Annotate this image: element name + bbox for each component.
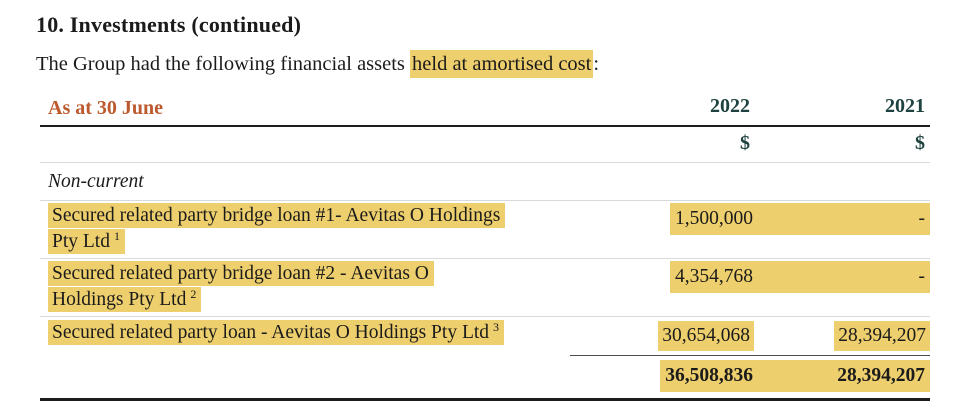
section-label: Non-current [48, 171, 144, 192]
row3-label: Secured related party loan - Aevitas O H… [40, 320, 640, 346]
currency-row: $ $ [40, 127, 930, 163]
total-row: 36,508,836 28,394,207 [40, 355, 930, 401]
section-heading: 10. Investments (continued) [36, 12, 302, 37]
header-year-columns: 2022 2021 [640, 95, 930, 118]
header-values: 2022 2021 [640, 95, 930, 118]
row2-label-line1: Secured related party bridge loan #2 - A… [48, 261, 434, 286]
header-label-as-at: As at 30 June [48, 97, 164, 119]
row3-value-2022: 30,654,068 [658, 321, 754, 351]
total-value-2022: 36,508,836 [665, 365, 753, 386]
row1-label-line2: Pty Ltd 1 [48, 229, 125, 254]
row2-label: Secured related party bridge loan #2 - A… [40, 261, 640, 313]
intro-text-after: : [593, 53, 600, 75]
currency-symbol-2021: $ [915, 132, 925, 154]
table-header-row: As at 30 June 2022 2021 [40, 93, 930, 127]
row2-label-line2: Holdings Pty Ltd 2 [48, 286, 202, 312]
total-values: 36,508,836 28,394,207 [570, 355, 930, 398]
row2-values: 4,354,768 - [640, 261, 930, 293]
intro-paragraph: The Group had the following financial as… [36, 50, 964, 78]
investments-table: As at 30 June 2022 2021 $ $ Non-current [40, 93, 930, 401]
row3-label-line1: Secured related party loan - Aevitas O H… [48, 319, 505, 345]
row3-value-2021: 28,394,207 [834, 321, 930, 351]
table-row: Secured related party bridge loan #2 - A… [40, 259, 930, 317]
footnote-ref-2: 2 [190, 286, 197, 301]
footnote-ref-1: 1 [113, 228, 120, 243]
column-header-2021: 2021 [885, 95, 925, 117]
intro-highlighted-text: held at amortised cost [410, 50, 594, 78]
total-value-band: 36,508,836 28,394,207 [660, 360, 930, 392]
row1-value-band: 1,500,000 - [670, 203, 930, 235]
table-row: Secured related party bridge loan #1- Ae… [40, 201, 930, 259]
footnote-ref-3: 3 [493, 319, 500, 334]
total-value-2021: 28,394,207 [837, 365, 925, 386]
row1-values: 1,500,000 - [640, 203, 930, 235]
column-header-2022: 2022 [710, 95, 750, 117]
section-row-non-current: Non-current [40, 163, 930, 201]
row1-label: Secured related party bridge loan #1- Ae… [40, 203, 640, 255]
currency-symbol-2022: $ [740, 132, 750, 154]
row2-value-2022: 4,354,768 [675, 266, 753, 287]
document-page: 10. Investments (continued) The Group ha… [0, 12, 964, 405]
intro-text-before: The Group had the following financial as… [36, 53, 411, 75]
row2-value-2021: - [918, 266, 926, 287]
row1-value-2021: - [918, 208, 926, 229]
row1-label-line1: Secured related party bridge loan #1- Ae… [48, 203, 506, 228]
row2-value-band: 4,354,768 - [670, 261, 930, 293]
table-row: Secured related party loan - Aevitas O H… [40, 317, 930, 355]
row1-value-2022: 1,500,000 [675, 208, 753, 229]
currency-values: $ $ [640, 132, 930, 155]
row3-values: 30,654,068 28,394,207 [640, 320, 930, 351]
